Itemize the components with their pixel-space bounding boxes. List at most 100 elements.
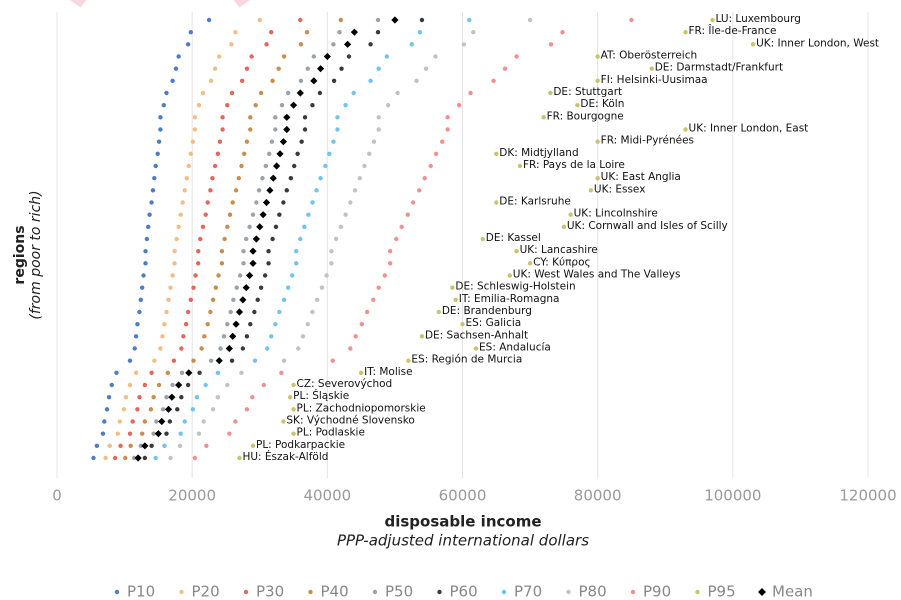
mean-point [134,454,142,462]
y-axis-title: regions [12,225,28,284]
region-label: UK: Inner London, East [689,123,809,135]
mean-point [296,89,304,97]
point [281,54,287,59]
point [179,346,184,351]
point [185,382,191,388]
mean-point [283,113,291,121]
point [205,200,210,205]
point [649,66,654,71]
mean-point [249,259,257,267]
point [252,358,258,363]
point [160,407,166,412]
point [527,261,533,266]
point [242,151,247,157]
point [277,212,282,217]
mean-point [175,381,183,389]
point [319,285,325,290]
point [281,419,286,424]
point [294,248,299,254]
point [595,54,600,59]
legend-marker [695,589,700,595]
point [339,66,344,71]
point [237,273,243,278]
point [453,297,458,303]
point [250,443,256,449]
point [208,358,214,363]
point [436,309,442,315]
point [139,285,145,290]
point [302,127,308,132]
point [568,212,573,217]
x-tick-label: 40000 [303,487,351,505]
region-label: DE: Stuttgart [553,86,622,98]
point [710,17,715,23]
point [417,29,423,35]
point [588,188,594,193]
point [468,90,473,96]
mean-point [249,247,257,255]
region-label: UK: Essex [594,183,646,195]
point [198,236,203,242]
mean-point [391,16,399,24]
point [419,17,425,23]
region-label: FR: Pays de la Loire [523,159,625,171]
point [130,419,135,424]
x-tick-label: 120000 [839,487,896,505]
point [284,188,289,193]
point [200,224,206,230]
region-label: ES: Galicia [466,317,522,329]
point [595,175,600,181]
legend-label: P20 [192,583,220,600]
point [176,224,181,230]
point [249,54,254,59]
point [494,151,499,157]
region-label: UK: Cornwall and Isles of Scilly [567,220,728,232]
point [305,66,310,71]
mean-point [289,101,298,109]
point [229,42,234,47]
point [158,346,163,351]
y-axis-subtitle: (from poor to rich) [28,190,44,319]
point [151,431,156,436]
region-label: ES: Andalucía [479,342,551,354]
point [123,394,129,400]
point [595,139,600,144]
point [266,261,271,266]
point [220,127,225,132]
point [219,261,225,266]
point [131,455,137,461]
point [153,455,158,461]
legend-label: P60 [450,583,478,600]
legend-marker [308,589,313,595]
point [143,261,148,266]
point [121,407,127,412]
region-label: FI: Helsinki-Uusimaa [601,74,708,86]
point [256,188,262,193]
point [200,90,206,96]
point [100,431,106,436]
x-tick-label: 80000 [574,487,622,505]
point [289,273,295,278]
point [291,382,296,388]
point [215,370,221,376]
point [193,273,198,278]
point [250,212,256,217]
point [147,212,152,217]
point [419,334,425,339]
point [91,455,96,461]
point [318,175,323,181]
point [387,248,393,254]
point [269,29,274,35]
region-label: UK: East Anglia [601,171,681,183]
region-label: IT: Molise [364,366,412,378]
point [233,29,238,35]
point [196,248,201,254]
point [310,200,315,205]
mean-point [266,186,274,194]
x-axis-title: disposable income [385,513,542,531]
point [291,407,296,412]
point [514,248,519,254]
point [208,188,213,193]
mean-point [276,150,284,158]
